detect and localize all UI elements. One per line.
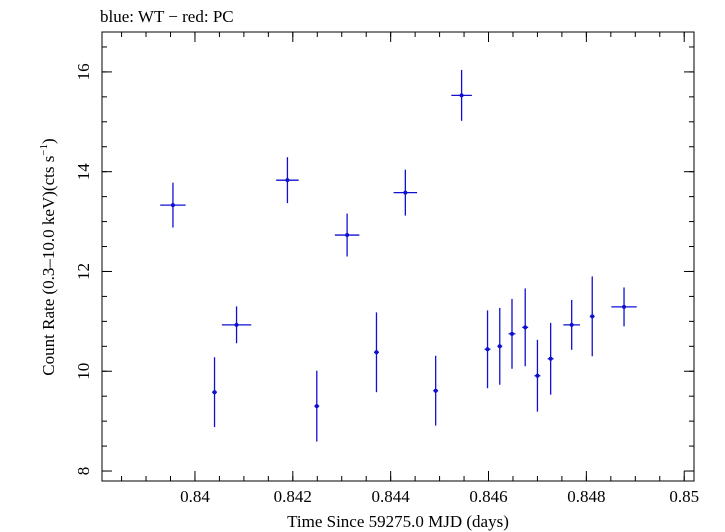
- point-marker: [170, 203, 175, 208]
- point-marker: [485, 347, 490, 352]
- y-axis-ticks: 8 10 12 14 16: [74, 46, 694, 476]
- data-point: [221, 306, 252, 344]
- data-point: [508, 298, 516, 369]
- y-tick-label: 12: [74, 263, 93, 280]
- data-point: [393, 169, 418, 216]
- data-point: [534, 339, 541, 412]
- point-marker: [459, 93, 464, 98]
- point-marker: [285, 178, 290, 183]
- y-axis-label: Count Rate (0.3–10.0 keV)(cts s−1): [38, 138, 58, 375]
- data-point: [484, 310, 491, 389]
- point-marker: [590, 314, 595, 319]
- point-marker: [622, 304, 627, 309]
- point-marker: [345, 233, 350, 238]
- point-marker: [374, 350, 379, 355]
- data-point: [374, 312, 379, 393]
- point-marker: [523, 325, 528, 330]
- data-point: [451, 69, 472, 121]
- x-tick-label: 0.85: [669, 487, 699, 506]
- point-marker: [212, 390, 217, 395]
- point-marker: [509, 331, 514, 336]
- x-tick-label: 0.84: [180, 487, 210, 506]
- data-points: [160, 69, 637, 442]
- y-tick-label: 10: [74, 363, 93, 380]
- y-tick-label: 14: [74, 163, 93, 181]
- data-point: [522, 288, 529, 367]
- x-tick-label: 0.844: [372, 487, 411, 506]
- y-tick-label: 16: [74, 63, 93, 80]
- y-axis-label-end: ): [39, 138, 58, 144]
- data-point: [563, 299, 581, 350]
- plot-frame: [101, 31, 695, 482]
- x-tick-label: 0.842: [274, 487, 312, 506]
- x-tick-label: 0.848: [567, 487, 605, 506]
- data-point: [589, 276, 595, 357]
- y-axis-label-main: Count Rate (0.3–10.0 keV)(cts s: [39, 156, 58, 376]
- point-marker: [569, 322, 574, 327]
- y-axis-label-superscript: −1: [38, 144, 50, 156]
- data-point: [160, 182, 186, 228]
- data-point: [433, 355, 439, 426]
- data-point: [212, 357, 217, 428]
- data-point: [314, 370, 320, 442]
- x-tick-label: 0.846: [469, 487, 507, 506]
- point-marker: [433, 388, 438, 393]
- y-tick-label: 8: [74, 467, 93, 476]
- point-marker: [497, 344, 502, 349]
- point-marker: [535, 373, 540, 378]
- point-marker: [403, 190, 408, 195]
- data-point: [497, 307, 503, 385]
- data-point: [611, 287, 637, 327]
- data-point: [547, 322, 554, 395]
- x-axis-label: Time Since 59275.0 MJD (days): [287, 512, 509, 531]
- point-marker: [234, 322, 239, 327]
- point-marker: [548, 356, 553, 361]
- data-point: [276, 157, 299, 204]
- chart-title: blue: WT − red: PC: [100, 7, 234, 26]
- data-point: [334, 213, 360, 257]
- x-axis-ticks: 0.84 0.842 0.844 0.846 0.848 0.85: [121, 32, 699, 506]
- point-marker: [314, 404, 319, 409]
